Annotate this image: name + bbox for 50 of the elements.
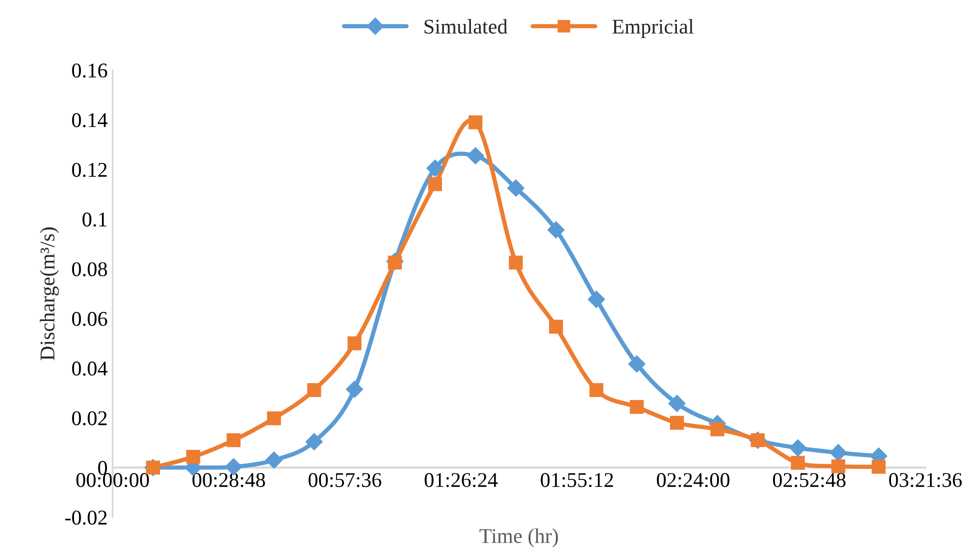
point bbox=[466, 147, 484, 164]
point bbox=[346, 380, 364, 398]
point bbox=[789, 439, 806, 456]
y-tick-label: 0 bbox=[98, 460, 107, 475]
y-tick-label: 0.04 bbox=[72, 362, 108, 376]
point bbox=[872, 460, 886, 474]
point bbox=[348, 336, 362, 350]
point bbox=[267, 411, 281, 426]
point bbox=[306, 433, 323, 450]
point bbox=[426, 160, 444, 177]
x-tick-label: 01:55:12 bbox=[540, 473, 613, 488]
point bbox=[547, 221, 565, 238]
x-axis-title: Time (hr) bbox=[480, 528, 558, 548]
point bbox=[226, 433, 241, 448]
point bbox=[507, 180, 524, 197]
x-tick-label: 00:28:48 bbox=[192, 473, 265, 488]
x-tick-label: 00:57:36 bbox=[308, 473, 382, 488]
point bbox=[186, 450, 200, 464]
y-tick-label: 0.08 bbox=[72, 262, 107, 276]
y-tick-label: 0.14 bbox=[72, 113, 108, 128]
y-axis-title: Discharge(m³/s) bbox=[40, 227, 59, 360]
point bbox=[628, 355, 646, 373]
point bbox=[508, 256, 523, 270]
point bbox=[588, 290, 605, 308]
y-tick-label: 0.06 bbox=[72, 312, 108, 326]
point bbox=[790, 456, 805, 470]
point bbox=[670, 416, 684, 430]
point bbox=[307, 383, 322, 397]
legend-label: Simulated bbox=[424, 19, 508, 34]
y-tick-label: 0.1 bbox=[82, 212, 107, 227]
point bbox=[549, 320, 563, 334]
x-tick-label: 01:26:24 bbox=[424, 473, 498, 488]
x-tick-label: 03:21:36 bbox=[889, 473, 962, 488]
point bbox=[830, 444, 847, 462]
y-tick-label: 0.02 bbox=[72, 411, 107, 426]
x-tick-label: 02:52:48 bbox=[773, 473, 846, 488]
point bbox=[468, 115, 482, 130]
point bbox=[589, 383, 604, 397]
y-tick-label: -0.02 bbox=[65, 510, 107, 525]
x-tick-label: 02:24:00 bbox=[656, 473, 730, 488]
point bbox=[668, 394, 686, 412]
point bbox=[710, 422, 724, 436]
point bbox=[265, 452, 283, 469]
point bbox=[428, 177, 442, 192]
legend-label: Empricial bbox=[612, 19, 694, 38]
y-tick-label: 0.16 bbox=[72, 63, 108, 78]
point bbox=[630, 400, 644, 414]
x-tick-label: 00:00:00 bbox=[76, 473, 149, 488]
y-tick-label: 0.12 bbox=[72, 162, 107, 177]
point bbox=[831, 459, 846, 474]
